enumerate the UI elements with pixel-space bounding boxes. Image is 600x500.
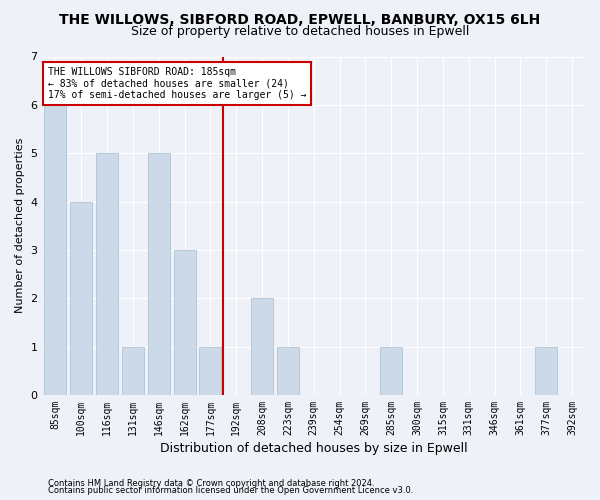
Bar xyxy=(44,105,67,395)
Y-axis label: Number of detached properties: Number of detached properties xyxy=(15,138,25,314)
Bar xyxy=(122,346,144,395)
Text: Contains public sector information licensed under the Open Government Licence v3: Contains public sector information licen… xyxy=(48,486,413,495)
Bar xyxy=(380,346,402,395)
Bar xyxy=(535,346,557,395)
Text: Contains HM Land Registry data © Crown copyright and database right 2024.: Contains HM Land Registry data © Crown c… xyxy=(48,478,374,488)
Text: THE WILLOWS, SIBFORD ROAD, EPWELL, BANBURY, OX15 6LH: THE WILLOWS, SIBFORD ROAD, EPWELL, BANBU… xyxy=(59,12,541,26)
Bar xyxy=(70,202,92,395)
Bar xyxy=(199,346,221,395)
X-axis label: Distribution of detached houses by size in Epwell: Distribution of detached houses by size … xyxy=(160,442,467,455)
Bar xyxy=(251,298,273,395)
Bar xyxy=(148,153,170,395)
Bar xyxy=(173,250,196,395)
Bar xyxy=(277,346,299,395)
Text: THE WILLOWS SIBFORD ROAD: 185sqm
← 83% of detached houses are smaller (24)
17% o: THE WILLOWS SIBFORD ROAD: 185sqm ← 83% o… xyxy=(48,66,307,100)
Text: Size of property relative to detached houses in Epwell: Size of property relative to detached ho… xyxy=(131,25,469,38)
Bar xyxy=(96,153,118,395)
